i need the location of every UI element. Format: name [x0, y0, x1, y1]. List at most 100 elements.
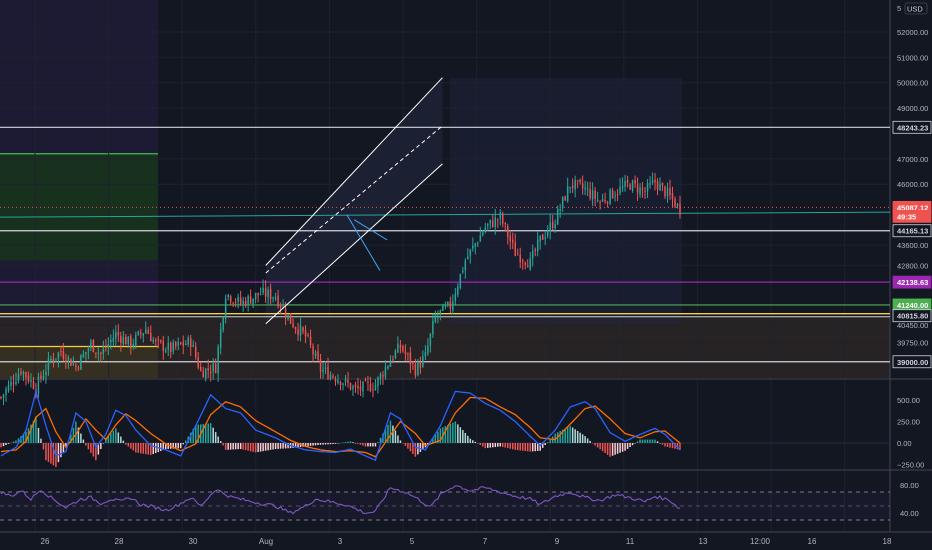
- macd-histogram-bar: [494, 443, 497, 448]
- candle: [432, 320, 434, 335]
- macd-histogram-bar: [359, 443, 362, 445]
- price-tag: 44165.13: [892, 224, 932, 238]
- macd-histogram-bar: [644, 439, 646, 443]
- macd-histogram-bar: [15, 440, 17, 443]
- candle: [97, 352, 100, 354]
- channel-mid: [265, 125, 443, 274]
- candle: [7, 384, 10, 391]
- macd-histogram-bar: [110, 433, 112, 443]
- candle: [392, 358, 394, 360]
- macd-histogram-bar: [634, 443, 636, 444]
- macd-histogram-bar: [671, 443, 674, 449]
- macd-histogram-bar: [329, 443, 332, 445]
- candle: [70, 358, 72, 366]
- candle: [52, 358, 55, 361]
- candle: [434, 314, 437, 322]
- currency-badge-box[interactable]: [904, 2, 928, 15]
- macd-histogram-bar: [646, 439, 649, 443]
- macd-histogram-bar: [259, 443, 262, 452]
- macd-histogram-bar: [5, 443, 7, 446]
- candle: [67, 357, 70, 362]
- candle: [492, 220, 494, 227]
- candle: [249, 296, 252, 304]
- candle: [202, 370, 204, 378]
- macd-histogram-bar: [412, 443, 414, 455]
- macd-histogram-bar: [497, 443, 499, 447]
- macd-histogram-bar: [242, 443, 244, 450]
- time-axis-label: 13: [699, 537, 708, 546]
- macd-histogram-bar: [474, 441, 477, 443]
- candle: [297, 329, 299, 335]
- macd-histogram-bar: [574, 429, 576, 443]
- macd-histogram-bar: [269, 443, 272, 450]
- candle: [0, 397, 2, 399]
- candle: [654, 179, 656, 183]
- macd-histogram-bar: [621, 443, 624, 452]
- candle: [342, 383, 344, 385]
- macd-histogram-bar: [137, 443, 140, 453]
- macd-histogram-bar: [182, 443, 184, 445]
- macd-histogram-bar: [419, 443, 422, 453]
- candle: [387, 366, 389, 369]
- candle: [257, 292, 259, 296]
- candle: [57, 352, 60, 359]
- candle: [142, 333, 145, 336]
- macd-histogram-bar: [174, 443, 177, 449]
- macd-histogram-bar: [649, 439, 651, 443]
- candle: [192, 345, 194, 347]
- candle: [556, 208, 559, 225]
- macd-histogram-bar: [25, 431, 27, 443]
- price-axis-label: 46000.00: [897, 180, 928, 189]
- candle: [189, 338, 192, 348]
- macd-histogram-bar: [85, 443, 87, 446]
- macd-histogram-bar: [229, 443, 232, 450]
- macd-histogram-bar: [209, 423, 212, 443]
- macd-histogram-bar: [561, 429, 564, 443]
- macd-histogram-bar: [155, 443, 157, 454]
- candle: [412, 362, 414, 364]
- candle: [651, 180, 654, 183]
- macd-histogram-bar: [629, 443, 631, 448]
- macd-histogram-bar: [399, 440, 402, 443]
- candle: [414, 363, 417, 376]
- candle: [304, 330, 307, 337]
- macd-histogram-bar: [656, 441, 659, 443]
- candle: [232, 302, 234, 304]
- candle: [502, 213, 504, 224]
- candle: [449, 301, 452, 309]
- macd-histogram-bar: [249, 443, 252, 452]
- candle: [217, 346, 219, 374]
- rsi-band: [0, 492, 890, 520]
- candle: [397, 343, 399, 353]
- macd-histogram-bar: [237, 443, 239, 450]
- macd-histogram-bar: [212, 427, 214, 443]
- price-tag: 42138.63: [892, 275, 932, 289]
- macd-histogram-bar: [40, 438, 42, 443]
- macd-histogram-bar: [596, 443, 599, 448]
- candle: [344, 378, 347, 382]
- macd-histogram-bar: [77, 427, 80, 443]
- candle: [37, 376, 40, 394]
- candle: [464, 260, 467, 270]
- macd-histogram-bar: [581, 434, 584, 443]
- macd-histogram-bar: [342, 442, 344, 444]
- macd-histogram-bar: [222, 443, 224, 446]
- candle: [10, 381, 12, 387]
- macd-histogram-bar: [512, 443, 514, 450]
- currency-badge[interactable]: USD: [904, 2, 928, 15]
- time-axis-label: 9: [555, 537, 560, 546]
- macd-histogram-bar: [257, 443, 259, 453]
- candle: [312, 346, 314, 355]
- macd-histogram-bar: [92, 443, 95, 457]
- macd-axis-label: 500.00: [897, 396, 920, 405]
- macd-histogram-bar: [82, 439, 85, 443]
- candle: [150, 332, 152, 342]
- time-axis-label: 5: [410, 537, 415, 546]
- candle: [564, 196, 566, 201]
- macd-histogram-bar: [362, 443, 364, 446]
- candle: [85, 351, 87, 355]
- candle: [357, 385, 359, 389]
- price-tag-box: [892, 120, 932, 134]
